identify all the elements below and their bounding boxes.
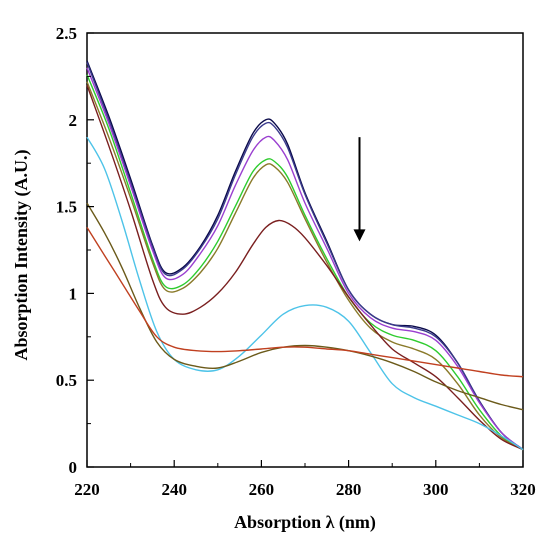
y-tick-label: 0 — [69, 458, 78, 477]
series-line-7 — [86, 136, 524, 451]
x-tick-label: 220 — [74, 480, 100, 499]
series-line-2 — [86, 62, 524, 451]
x-tick-label: 260 — [249, 480, 275, 499]
y-tick-label: 2.5 — [56, 24, 77, 43]
y-axis-ticks: 0 0.5 1 1.5 2 2.5 — [56, 24, 94, 477]
x-tick-label: 240 — [161, 480, 187, 499]
x-tick-label: 300 — [423, 480, 449, 499]
x-tick-label: 280 — [336, 480, 362, 499]
series-layer — [86, 60, 524, 451]
y-tick-label: 2 — [69, 111, 78, 130]
y-axis-label: Absorption Intensity (A.U.) — [11, 149, 32, 360]
decrease-arrow — [353, 137, 366, 242]
series-line-5 — [86, 81, 524, 451]
y-tick-label: 1.5 — [56, 198, 77, 217]
y-tick-label: 0.5 — [56, 371, 77, 390]
series-line-8 — [86, 202, 524, 411]
series-line-9 — [86, 227, 524, 378]
series-line-4 — [86, 74, 524, 451]
y-tick-label: 1 — [69, 284, 78, 303]
x-axis-label: Absorption λ (nm) — [234, 512, 376, 533]
plot-area: 220 240 260 280 300 320 0 0.5 1 1.5 2 2.5 — [56, 24, 536, 499]
arrow-head — [353, 229, 366, 242]
x-tick-label: 320 — [510, 480, 536, 499]
series-line-6 — [86, 84, 524, 451]
series-line-3 — [86, 67, 524, 451]
x-axis-ticks: 220 240 260 280 300 320 — [74, 460, 536, 499]
series-line-1 — [86, 60, 524, 451]
